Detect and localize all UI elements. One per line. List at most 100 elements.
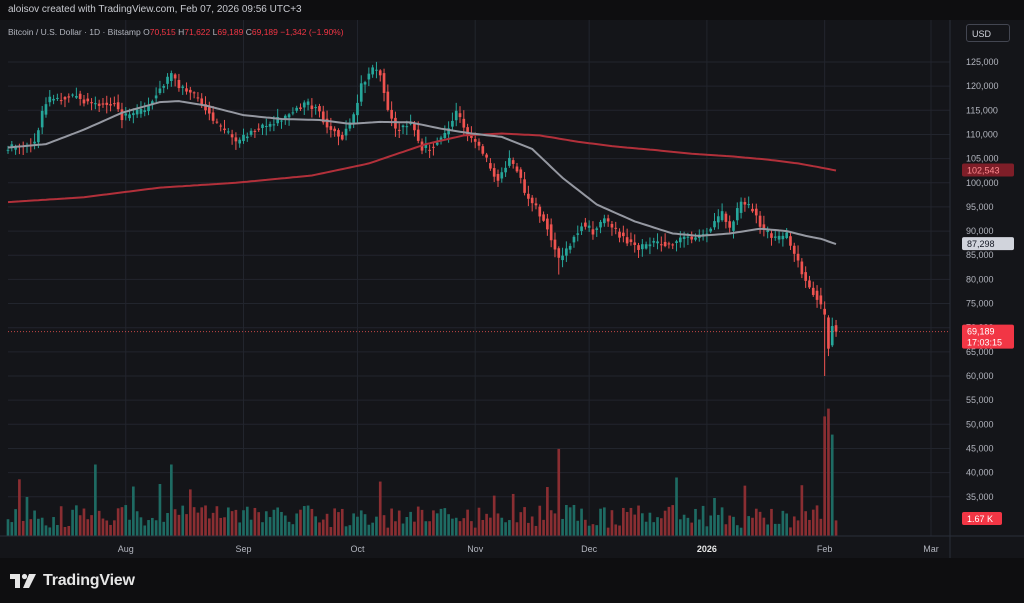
- candle-body: [52, 98, 55, 101]
- y-tick-label: 75,000: [966, 299, 994, 309]
- volume-bar: [124, 505, 128, 536]
- author-line: aloisov created with TradingView.com, Fe…: [8, 4, 302, 15]
- candle-body: [71, 94, 74, 96]
- volume-bar: [280, 511, 283, 536]
- volume-bar: [447, 514, 450, 536]
- price-chart[interactable]: 125,000 120,000 115,000 110,000 105,000 100,0…: [0, 20, 1024, 558]
- volume-bar: [785, 513, 788, 536]
- candle-body: [185, 88, 188, 92]
- y-tick-label: 50,000: [966, 419, 994, 429]
- candle-body: [530, 197, 534, 204]
- candle-body: [314, 107, 317, 109]
- candle-body: [519, 169, 523, 178]
- volume-bar: [397, 510, 401, 536]
- candle-body: [511, 160, 515, 164]
- price-label-countdown: 17:03:15: [967, 338, 1002, 348]
- candle-body: [542, 214, 545, 221]
- volume-bar: [492, 495, 496, 536]
- volume-bar: [610, 510, 614, 536]
- volume-bar: [644, 521, 648, 536]
- candle-body: [587, 225, 591, 228]
- symbol-legend: Bitcoin / U.S. Dollar · 1D · Bitstamp O7…: [8, 27, 344, 37]
- candle-body: [63, 97, 67, 100]
- candle-body: [546, 218, 549, 230]
- candle-body: [401, 125, 405, 128]
- candle-body: [14, 147, 17, 150]
- volume-bar: [276, 507, 280, 536]
- currency-button[interactable]: USD: [966, 24, 1010, 42]
- candle-body: [162, 85, 166, 88]
- candle-body: [367, 73, 371, 80]
- candle-body: [732, 221, 735, 231]
- volume-bar: [678, 519, 682, 536]
- volume-bar: [743, 485, 747, 536]
- y-tick-label: 45,000: [966, 443, 994, 453]
- high-label: H: [178, 27, 185, 37]
- candle-body: [413, 123, 416, 131]
- y-tick-label: 80,000: [966, 274, 994, 284]
- candle-body: [735, 208, 739, 221]
- x-tick-label: Mar: [923, 544, 939, 554]
- volume-bar: [226, 507, 230, 536]
- candle-body: [116, 102, 120, 110]
- candle-body: [477, 141, 481, 146]
- volume-bar: [716, 514, 720, 536]
- y-tick-label: 55,000: [966, 395, 994, 405]
- candle-body: [458, 113, 462, 118]
- volume-bar: [75, 505, 78, 536]
- volume-bar: [135, 511, 139, 536]
- candle-body: [781, 235, 785, 240]
- candle-body: [340, 135, 344, 140]
- candle-body: [724, 213, 728, 222]
- candle-body: [215, 121, 219, 123]
- candle-body: [595, 228, 599, 230]
- volume-bar: [530, 516, 534, 536]
- volume-bar: [800, 485, 804, 536]
- candle-body: [743, 202, 747, 205]
- volume-bar: [523, 507, 526, 536]
- volume-bar: [151, 517, 154, 536]
- volume-bar: [701, 505, 705, 536]
- candle-body: [219, 125, 223, 127]
- volume-bar: [363, 514, 367, 536]
- candle-body: [287, 114, 291, 118]
- candle-body: [378, 70, 382, 76]
- volume-bar: [827, 408, 830, 536]
- candle-body: [641, 244, 644, 250]
- volume-bar: [97, 510, 101, 536]
- volume-bar: [147, 520, 150, 536]
- volume-bar: [333, 508, 336, 536]
- candle-body: [652, 241, 656, 243]
- y-tick-label: 120,000: [966, 81, 999, 91]
- candle-body: [416, 129, 420, 141]
- candle-body: [363, 82, 367, 85]
- candle-body: [754, 208, 758, 216]
- candle-body: [667, 243, 671, 245]
- volume-bar: [230, 511, 234, 536]
- candle-body: [678, 237, 682, 243]
- volume-bar: [659, 518, 663, 536]
- candle-body: [618, 231, 621, 238]
- candle-body: [257, 128, 261, 130]
- header-bar: aloisov created with TradingView.com, Fe…: [0, 0, 1024, 20]
- volume-bar: [603, 507, 606, 536]
- volume-bar: [371, 522, 374, 536]
- price-label-text: 87,298: [967, 239, 995, 249]
- volume-bar: [321, 519, 325, 536]
- volume-bar: [504, 522, 507, 536]
- candle-body: [766, 230, 770, 233]
- candle-body: [261, 124, 264, 129]
- x-tick-label: Dec: [581, 544, 598, 554]
- candle-body: [428, 149, 431, 151]
- volume-bar: [720, 507, 724, 536]
- candle-body: [276, 116, 280, 124]
- volume-bar: [207, 518, 211, 536]
- close-label: C: [245, 27, 252, 37]
- candle-body: [6, 149, 10, 151]
- low-value: 69,189: [217, 27, 244, 37]
- y-tick-label: 95,000: [966, 202, 994, 212]
- candle-body: [770, 233, 773, 238]
- volume-bar: [508, 520, 511, 536]
- volume-bar: [268, 517, 272, 536]
- candle-body: [538, 206, 542, 217]
